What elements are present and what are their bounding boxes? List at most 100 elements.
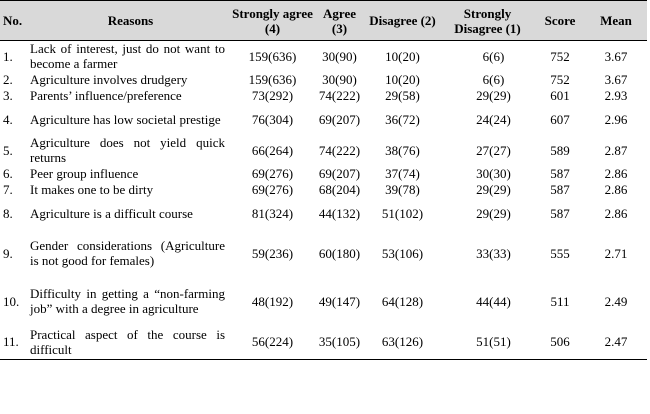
row-strongly-disagree: 30(30): [476, 165, 511, 181]
row-number: 4.: [3, 111, 13, 127]
row-score: 607: [550, 111, 570, 127]
row-score: 752: [550, 71, 570, 87]
row-strongly-disagree: 29(29): [476, 87, 511, 103]
row-score: 601: [550, 87, 570, 103]
header-agree: Agree (3): [314, 0, 365, 41]
row-reason: Agriculture is a difficult course: [30, 205, 193, 221]
row-strongly-disagree: 33(33): [476, 245, 511, 261]
row-mean: 3.67: [604, 48, 628, 64]
header-no: No.: [0, 0, 30, 41]
table-row: 7. It makes one to be dirty 69(276) 68(204)…: [0, 181, 647, 197]
row-mean: 2.71: [604, 245, 628, 261]
row-agree: 74(222): [318, 142, 361, 158]
row-score: 506: [535, 325, 585, 360]
header-score: Score: [535, 0, 585, 41]
row-strongly-disagree: 27(27): [476, 142, 511, 158]
row-reason: Agriculture involves drudgery: [30, 71, 188, 87]
row-score: 589: [550, 142, 570, 158]
row-strongly-disagree: 6(6): [482, 71, 505, 87]
table-row: 2. Agriculture involves drudgery 159(636) 3…: [0, 71, 647, 87]
row-number: 6.: [3, 165, 13, 181]
row-mean: 2.47: [585, 325, 647, 360]
table-header-row: No. Reasons Strongly agree (4) Agree (3)…: [0, 0, 647, 41]
row-strongly-disagree: 24(24): [476, 111, 511, 127]
row-disagree: 39(78): [385, 181, 420, 197]
row-number: 10.: [3, 293, 20, 309]
row-number: 11.: [0, 325, 30, 360]
row-reason: Agriculture does not yield quick returns: [30, 135, 225, 165]
row-agree: 69(207): [318, 165, 361, 181]
header-reasons: Reasons: [30, 0, 231, 41]
row-score: 587: [550, 165, 570, 181]
header-strongly-agree: Strongly agree (4): [231, 0, 314, 41]
row-strongly-agree: 69(276): [251, 165, 294, 181]
row-strongly-agree: 159(636): [248, 48, 297, 64]
row-strongly-disagree: 44(44): [476, 293, 511, 309]
row-agree: 74(222): [318, 87, 361, 103]
row-disagree: 10(20): [385, 71, 420, 87]
row-agree: 30(90): [322, 48, 357, 64]
table-row: 1. Lack of interest, just do not want to …: [0, 41, 647, 72]
row-strongly-agree: 159(636): [248, 71, 297, 87]
row-agree: 49(147): [318, 293, 361, 309]
row-number: 3.: [3, 87, 13, 103]
row-strongly-disagree: 29(29): [476, 205, 511, 221]
row-disagree: 29(58): [385, 87, 420, 103]
row-number: 1.: [3, 48, 13, 64]
row-agree: 35(105): [314, 325, 365, 360]
row-number: 7.: [3, 181, 13, 197]
table-row: 6. Peer group influence 69(276) 69(207) 37(7…: [0, 165, 647, 181]
row-reason: Practical aspect of the course is diffic…: [30, 325, 231, 360]
row-agree: 44(132): [318, 205, 361, 221]
row-score: 587: [550, 205, 570, 221]
row-mean: 2.93: [604, 87, 628, 103]
row-mean: 2.86: [604, 205, 628, 221]
table-row: 4. Agriculture has low societal prestige 7…: [0, 103, 647, 135]
row-disagree: 64(128): [381, 293, 424, 309]
row-agree: 68(204): [318, 181, 361, 197]
row-strongly-agree: 76(304): [251, 111, 294, 127]
row-agree: 69(207): [318, 111, 361, 127]
row-reason: Lack of interest, just do not want to be…: [30, 41, 225, 71]
row-mean: 2.86: [604, 165, 628, 181]
row-disagree: 63(126): [365, 325, 440, 360]
row-score: 752: [550, 48, 570, 64]
row-number: 8.: [3, 205, 13, 221]
row-reason: Difficulty in getting a “non-farming job…: [30, 286, 225, 316]
row-score: 511: [550, 293, 570, 309]
row-disagree: 36(72): [385, 111, 420, 127]
row-disagree: 53(106): [381, 245, 424, 261]
row-number: 9.: [3, 245, 13, 261]
row-strongly-agree: 48(192): [251, 293, 294, 309]
row-mean: 2.87: [604, 142, 628, 158]
row-agree: 30(90): [322, 71, 357, 87]
row-reason: Parents’ influence/preference: [30, 87, 182, 103]
table-row: 5. Agriculture does not yield quick retur…: [0, 135, 647, 165]
row-mean: 2.49: [604, 293, 628, 309]
row-mean: 2.86: [604, 181, 628, 197]
row-number: 2.: [3, 71, 13, 87]
row-number: 5.: [3, 142, 13, 158]
table-row: 10. Difficulty in getting a “non-farming …: [0, 277, 647, 325]
row-score: 587: [550, 181, 570, 197]
row-mean: 3.67: [604, 71, 628, 87]
row-reason: Agriculture has low societal prestige: [30, 111, 221, 127]
row-reason: Peer group influence: [30, 165, 139, 181]
row-reason: It makes one to be dirty: [30, 181, 154, 197]
reasons-table: No. Reasons Strongly agree (4) Agree (3)…: [0, 0, 647, 360]
row-strongly-agree: 56(224): [231, 325, 314, 360]
row-strongly-agree: 73(292): [251, 87, 294, 103]
row-strongly-agree: 66(264): [251, 142, 294, 158]
header-disagree: Disagree (2): [365, 0, 440, 41]
table-row: 3. Parents’ influence/preference 73(292) 74…: [0, 87, 647, 103]
row-disagree: 37(74): [385, 165, 420, 181]
row-score: 555: [550, 245, 570, 261]
row-strongly-disagree: 29(29): [476, 181, 511, 197]
row-strongly-agree: 81(324): [251, 205, 294, 221]
header-strongly-disagree: Strongly Disagree (1): [440, 0, 535, 41]
row-disagree: 38(76): [385, 142, 420, 158]
row-agree: 60(180): [318, 245, 361, 261]
row-reason: Gender considerations (Agriculture is no…: [30, 238, 225, 268]
table-row: 9. Gender considerations (Agriculture is …: [0, 229, 647, 277]
